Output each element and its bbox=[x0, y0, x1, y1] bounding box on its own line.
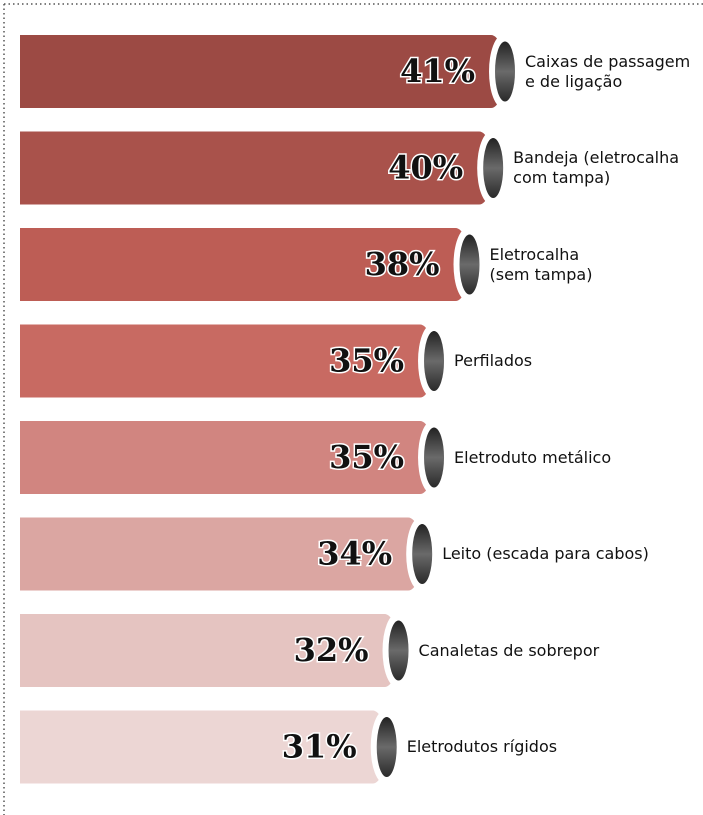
value-label: 38% bbox=[365, 245, 440, 283]
bar bbox=[20, 324, 435, 398]
bar bbox=[20, 228, 470, 301]
category-label: Eletrocalha (sem tampa) bbox=[489, 244, 593, 284]
bar-pill bbox=[424, 331, 445, 391]
bar-pill bbox=[459, 234, 480, 295]
bar bbox=[20, 517, 423, 591]
category-label: Perfilados bbox=[454, 351, 533, 370]
category-label: Eletrodutos rígidos bbox=[406, 737, 558, 756]
category-label: Canaletas de sobrepor bbox=[418, 640, 600, 660]
bar-pill bbox=[376, 717, 397, 777]
bar-pill bbox=[483, 138, 504, 198]
bar-pill bbox=[388, 620, 409, 681]
category-label: Eletroduto metálico bbox=[454, 447, 612, 467]
category-label: Leito (escada para cabos) bbox=[442, 544, 649, 563]
category-label: Bandeja (eletrocalha com tampa) bbox=[513, 148, 680, 187]
value-label: 31% bbox=[282, 728, 357, 766]
bar-pill bbox=[495, 41, 515, 102]
bar-pill bbox=[424, 427, 445, 488]
value-label: 40% bbox=[388, 149, 463, 187]
value-label: 32% bbox=[294, 631, 369, 669]
value-label: 34% bbox=[317, 535, 392, 573]
bar bbox=[20, 614, 399, 687]
bar-pill bbox=[412, 524, 433, 584]
value-label: 41% bbox=[400, 52, 475, 90]
category-label: Caixas de passagem e de ligação bbox=[525, 51, 691, 91]
bar bbox=[20, 710, 387, 784]
value-label: 35% bbox=[329, 342, 404, 380]
bar bbox=[20, 131, 494, 205]
bar bbox=[20, 35, 506, 108]
value-label: 35% bbox=[329, 438, 404, 476]
bar bbox=[20, 421, 435, 494]
